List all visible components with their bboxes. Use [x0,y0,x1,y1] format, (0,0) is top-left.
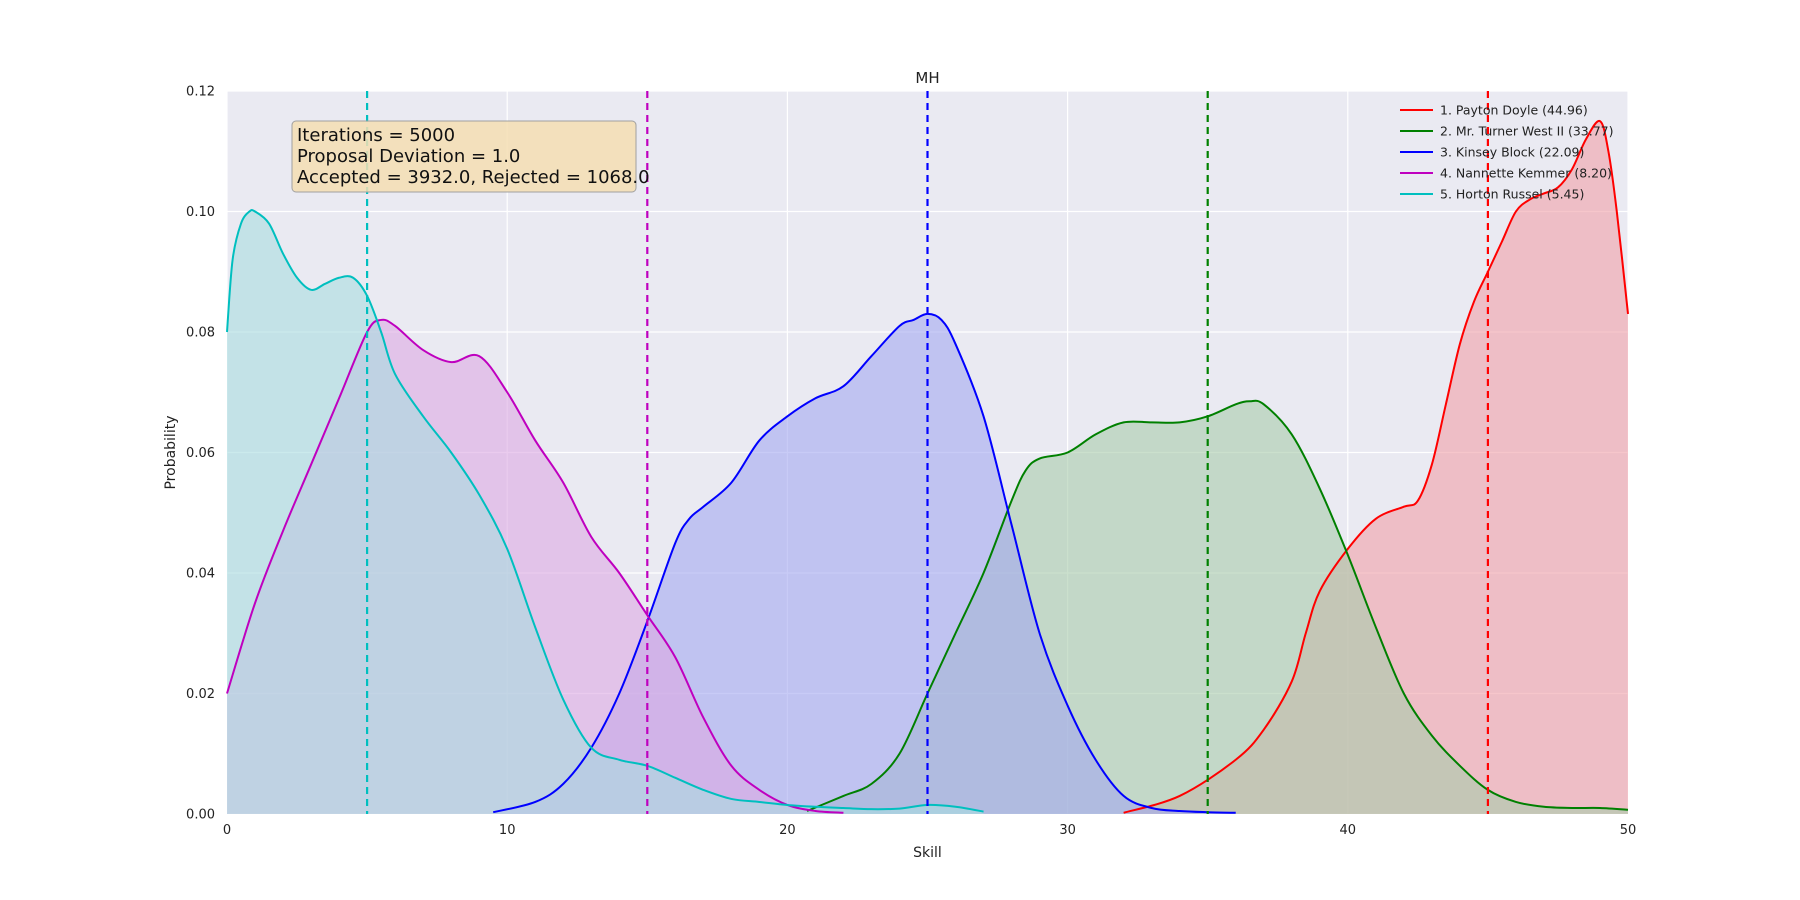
legend-entry-1: 1. Payton Doyle (44.96) [1440,103,1588,118]
series-area-5 [227,209,984,815]
y-tick-labels: 0.00 0.02 0.04 0.06 0.08 0.10 0.12 [186,85,215,823]
y-tick-label: 0.12 [186,85,215,100]
legend-entry-5: 5. Horton Russel (5.45) [1440,187,1584,202]
legend-entry-2: 2. Mr. Turner West II (33.77) [1440,124,1614,139]
y-tick-label: 0.06 [186,446,215,461]
series-line-2 [806,399,1629,812]
series-area-1 [1123,120,1628,815]
series-areas [227,120,1628,815]
mean-lines [366,91,1490,814]
annotation-line-1: Iterations = 5000 [297,125,455,146]
y-axis-label: Probability [163,415,179,489]
legend-entry-3: 3. Kinsey Block (22.09) [1440,145,1584,160]
annotation-box: Iterations = 5000 Proposal Deviation = 1… [291,120,650,193]
x-tick-label: 10 [499,823,516,838]
x-tick-label: 50 [1620,823,1637,838]
series-line-5 [226,209,984,813]
annotation-line-2: Proposal Deviation = 1.0 [297,146,520,167]
chart-title: MH [915,69,939,87]
y-tick-label: 0.00 [186,808,215,823]
x-axis-label: Skill [913,845,942,861]
legend-entry-4: 4. Nannette Kemmer (8.20) [1440,166,1612,181]
series-lines [226,120,1629,814]
x-tick-labels: 0 10 20 30 40 50 [223,823,1636,838]
x-tick-label: 20 [779,823,796,838]
legend: 1. Payton Doyle (44.96) 2. Mr. Turner Wes… [1400,103,1614,202]
series-line-1 [1123,120,1629,814]
y-tick-label: 0.04 [186,567,215,582]
x-tick-label: 30 [1059,823,1076,838]
series-line-4 [226,318,844,814]
x-tick-label: 0 [223,823,231,838]
y-tick-label: 0.10 [186,205,215,220]
y-tick-label: 0.02 [186,687,215,702]
y-tick-label: 0.08 [186,326,215,341]
annotation-background [291,120,637,193]
annotation-line-3: Accepted = 3932.0, Rejected = 1068.0 [297,167,650,188]
x-tick-label: 40 [1340,823,1357,838]
